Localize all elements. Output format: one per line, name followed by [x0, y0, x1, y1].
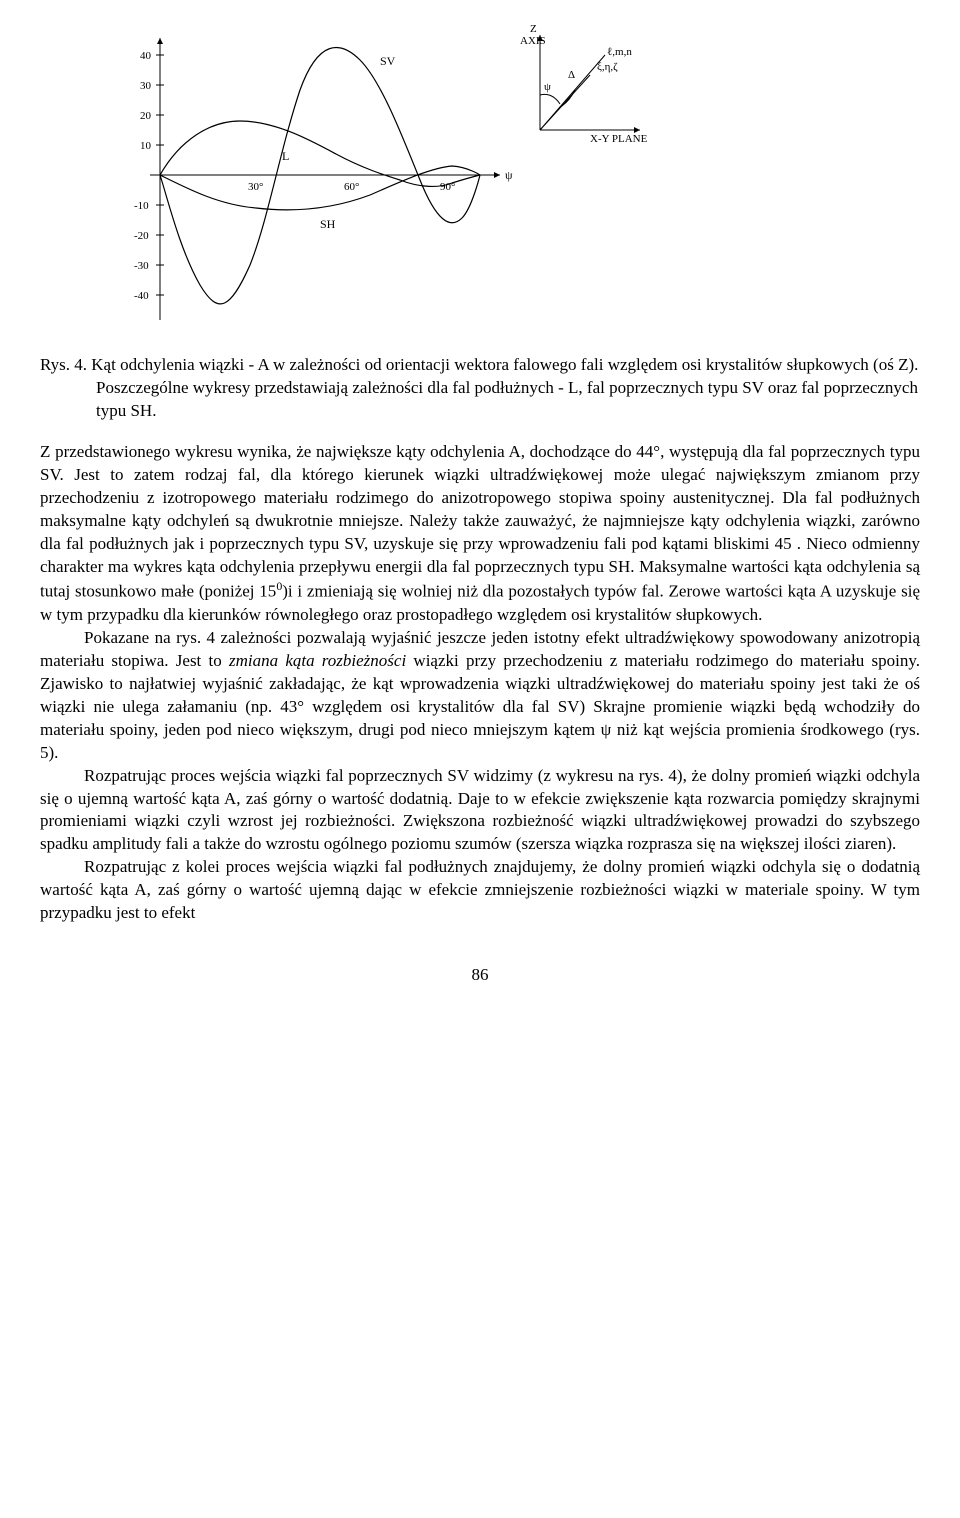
- label-L: L: [282, 149, 289, 163]
- curve-L: [160, 121, 480, 186]
- paragraph-4: Rozpatrując z kolei proces wejścia wiązk…: [40, 856, 920, 925]
- ytick-20: 20: [140, 110, 152, 122]
- paragraph-3: Rozpatrując proces wejścia wiązki fal po…: [40, 765, 920, 857]
- inset-axis: AXIS: [520, 35, 546, 47]
- inset-axes-diagram: Z AXIS ψ Δ ξ,η,ζ ℓ,m,n X-Y PLANE: [520, 23, 648, 145]
- ytick-30: 30: [140, 80, 152, 92]
- figure-caption: Rys. 4. Kąt odchylenia wiązki - A w zale…: [40, 354, 920, 423]
- ytick-m30: -30: [134, 260, 149, 272]
- caption-text: Rys. 4. Kąt odchylenia wiązki - A w zale…: [40, 355, 918, 420]
- x-axis-label: ψ: [505, 168, 513, 182]
- curve-SH: [160, 166, 480, 210]
- label-SV: SV: [380, 54, 396, 68]
- p1a: Z przedstawionego wykresu wynika, że naj…: [40, 442, 920, 601]
- paragraph-1: Z przedstawionego wykresu wynika, że naj…: [40, 441, 920, 627]
- inset-plane: X-Y PLANE: [590, 133, 648, 145]
- inset-xi: ξ,η,ζ: [597, 61, 618, 73]
- chart-svg: 40 30 20 10 -10 -20 -30 -40 30° 60° 90° …: [100, 20, 660, 340]
- inset-psi: ψ: [544, 81, 551, 93]
- ytick-10: 10: [140, 140, 152, 152]
- curve-SV: [160, 48, 480, 304]
- xtick-30: 30°: [248, 181, 263, 193]
- p3: Rozpatrując proces wejścia wiązki fal po…: [40, 766, 920, 854]
- paragraph-2: Pokazane na rys. 4 zależności pozwalają …: [40, 627, 920, 765]
- ytick-m40: -40: [134, 290, 149, 302]
- p4: Rozpatrując z kolei proces wejścia wiązk…: [40, 857, 920, 922]
- p2i: zmiana kąta rozbieżności: [229, 651, 406, 670]
- ytick-m20: -20: [134, 230, 149, 242]
- inset-delta: Δ: [568, 69, 575, 81]
- xtick-60: 60°: [344, 181, 359, 193]
- label-SH: SH: [320, 217, 336, 231]
- inset-z: Z: [530, 23, 537, 35]
- ytick-m10: -10: [134, 200, 149, 212]
- inset-lmn: ℓ,m,n: [607, 46, 632, 58]
- figure-4: 40 30 20 10 -10 -20 -30 -40 30° 60° 90° …: [40, 20, 960, 340]
- ytick-40: 40: [140, 50, 152, 62]
- page-number: 86: [40, 965, 920, 985]
